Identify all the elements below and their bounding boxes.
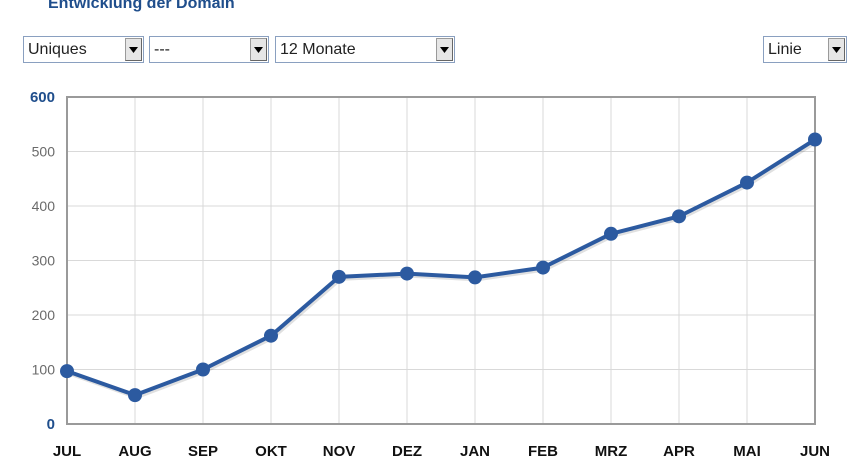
filter-select-value: ---	[154, 40, 170, 58]
chart-title: Entwicklung der Domain	[48, 0, 235, 12]
data-point	[332, 269, 346, 284]
data-point	[196, 362, 210, 377]
plot-frame	[66, 96, 816, 425]
chevron-down-icon[interactable]	[436, 38, 453, 61]
filter-select[interactable]: ---	[149, 36, 269, 63]
chart-type-select-value: Linie	[768, 40, 802, 58]
x-tick-label: AUG	[118, 443, 151, 460]
series-line-shadow	[67, 139, 818, 400]
y-tick-label: 200	[32, 307, 56, 323]
data-point	[672, 209, 686, 224]
y-tick-label: 500	[32, 144, 56, 160]
metric-select[interactable]: Uniques	[23, 36, 144, 63]
chevron-down-icon[interactable]	[828, 38, 845, 61]
y-tick-label: 100	[32, 362, 56, 378]
x-tick-label: NOV	[323, 443, 356, 460]
data-point	[400, 266, 414, 281]
metric-select-value: Uniques	[28, 40, 87, 58]
y-tick-label: 0	[47, 416, 55, 433]
chevron-down-icon[interactable]	[250, 38, 267, 61]
x-tick-label: JAN	[460, 443, 490, 460]
x-tick-label: OKT	[255, 443, 287, 460]
x-tick-label: DEZ	[392, 443, 422, 460]
x-tick-label: FEB	[528, 443, 558, 460]
data-point	[808, 132, 822, 147]
x-tick-label: JUL	[53, 443, 81, 460]
y-tick-label: 600	[30, 89, 55, 106]
y-tick-label: 300	[32, 253, 56, 269]
data-point	[536, 260, 550, 275]
series-line	[65, 137, 817, 398]
chart-type-select[interactable]: Linie	[763, 36, 847, 63]
data-point	[264, 328, 278, 343]
data-point	[60, 364, 74, 379]
x-tick-label: MRZ	[595, 443, 628, 460]
chevron-down-icon[interactable]	[125, 38, 142, 61]
x-tick-label: SEP	[188, 443, 218, 460]
data-point	[128, 388, 142, 403]
data-point	[604, 226, 618, 241]
data-point	[740, 175, 754, 190]
y-tick-label: 400	[32, 198, 56, 214]
x-tick-label: APR	[663, 443, 695, 460]
data-point	[468, 270, 482, 285]
x-tick-label: MAI	[733, 443, 761, 460]
period-select-value: 12 Monate	[280, 40, 356, 58]
x-tick-label: JUN	[800, 443, 830, 460]
period-select[interactable]: 12 Monate	[275, 36, 455, 63]
line-chart: 0 100 200 300 400 500 600 JUL AUG SEP OKT NOV DEZ JAN…	[30, 89, 830, 460]
